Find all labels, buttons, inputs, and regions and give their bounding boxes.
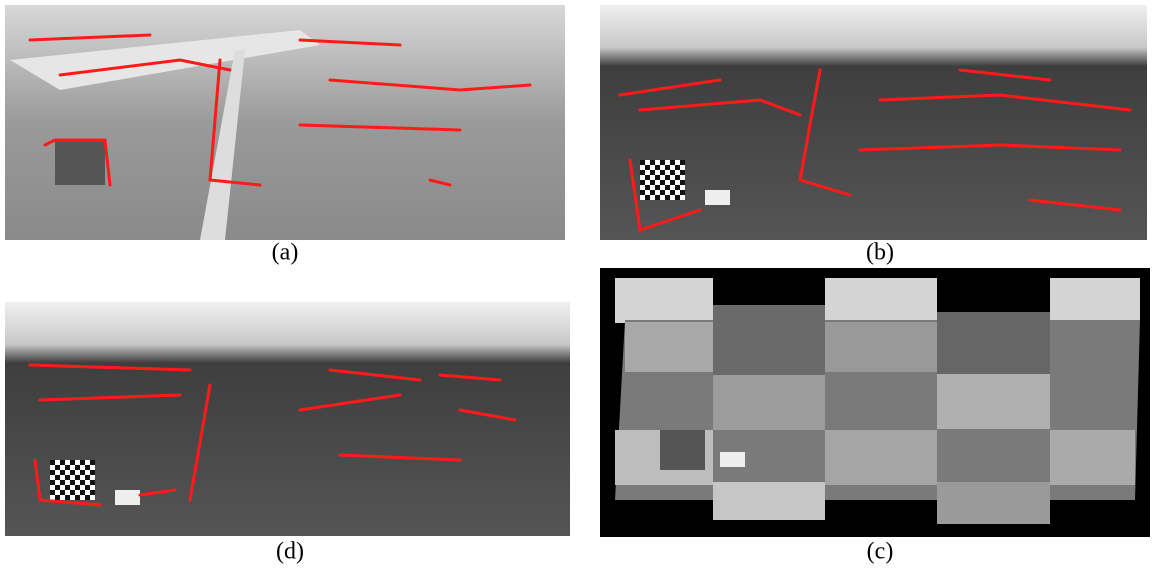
panel-b [600, 5, 1147, 240]
page: (a) (b) (d) (c) (() => { const [0, 0, 1162, 570]
caption: (d) [276, 539, 304, 565]
caption: (a) [272, 240, 299, 266]
caption: (b) [866, 240, 894, 266]
caption: (c) [867, 539, 894, 565]
panel-d [5, 302, 570, 536]
panel-c [600, 268, 1150, 537]
figure: (a) (b) (d) (c) [0, 0, 1162, 570]
panel-a [5, 5, 565, 240]
image [5, 302, 570, 536]
